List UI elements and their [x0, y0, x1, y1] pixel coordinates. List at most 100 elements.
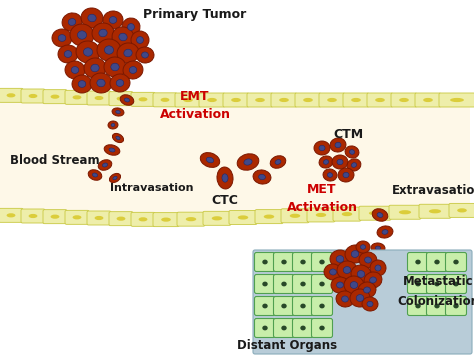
Ellipse shape	[357, 271, 365, 277]
Ellipse shape	[434, 304, 440, 308]
Ellipse shape	[212, 216, 222, 220]
Ellipse shape	[88, 14, 96, 22]
Ellipse shape	[117, 43, 139, 63]
FancyBboxPatch shape	[295, 93, 321, 107]
FancyBboxPatch shape	[311, 274, 332, 294]
Ellipse shape	[58, 45, 78, 63]
Ellipse shape	[301, 282, 306, 286]
Ellipse shape	[117, 217, 126, 221]
Text: CTM: CTM	[333, 129, 363, 142]
Text: MET: MET	[307, 183, 337, 196]
Ellipse shape	[262, 304, 268, 308]
FancyBboxPatch shape	[427, 274, 447, 294]
FancyBboxPatch shape	[419, 204, 451, 218]
Ellipse shape	[364, 272, 382, 288]
FancyBboxPatch shape	[109, 92, 133, 106]
Ellipse shape	[98, 160, 112, 170]
Text: CTC: CTC	[211, 193, 238, 207]
FancyBboxPatch shape	[203, 211, 231, 225]
Ellipse shape	[434, 282, 440, 286]
Ellipse shape	[102, 163, 108, 167]
Ellipse shape	[112, 27, 134, 47]
Ellipse shape	[111, 63, 119, 71]
Ellipse shape	[207, 98, 217, 102]
Ellipse shape	[90, 73, 112, 93]
Ellipse shape	[255, 98, 265, 102]
FancyBboxPatch shape	[292, 296, 313, 316]
Ellipse shape	[337, 159, 343, 165]
Ellipse shape	[281, 304, 287, 308]
Ellipse shape	[112, 108, 124, 116]
Ellipse shape	[81, 8, 103, 28]
Ellipse shape	[377, 213, 383, 217]
FancyBboxPatch shape	[333, 207, 361, 221]
Ellipse shape	[323, 169, 337, 181]
Ellipse shape	[332, 155, 348, 169]
FancyBboxPatch shape	[292, 318, 313, 338]
Ellipse shape	[369, 211, 381, 215]
FancyBboxPatch shape	[449, 203, 474, 217]
Ellipse shape	[301, 326, 306, 331]
Ellipse shape	[138, 97, 147, 102]
FancyBboxPatch shape	[446, 296, 466, 316]
Ellipse shape	[375, 98, 385, 102]
Ellipse shape	[330, 138, 346, 152]
Ellipse shape	[301, 260, 306, 264]
FancyBboxPatch shape	[131, 92, 155, 106]
FancyBboxPatch shape	[292, 274, 313, 294]
Ellipse shape	[377, 226, 393, 238]
Ellipse shape	[453, 282, 459, 286]
FancyBboxPatch shape	[255, 210, 283, 224]
Ellipse shape	[137, 37, 144, 43]
Ellipse shape	[264, 214, 274, 219]
FancyBboxPatch shape	[307, 208, 335, 222]
FancyBboxPatch shape	[43, 210, 67, 224]
Ellipse shape	[111, 124, 115, 126]
FancyBboxPatch shape	[408, 274, 428, 294]
FancyBboxPatch shape	[87, 211, 111, 225]
Ellipse shape	[51, 214, 59, 219]
Ellipse shape	[358, 282, 376, 298]
Ellipse shape	[92, 173, 98, 177]
Ellipse shape	[371, 243, 385, 253]
FancyBboxPatch shape	[0, 88, 23, 102]
FancyBboxPatch shape	[65, 90, 89, 104]
Ellipse shape	[116, 110, 120, 114]
FancyBboxPatch shape	[273, 274, 294, 294]
Ellipse shape	[343, 172, 349, 178]
Ellipse shape	[253, 170, 271, 184]
Ellipse shape	[281, 282, 287, 286]
FancyBboxPatch shape	[273, 318, 294, 338]
Ellipse shape	[330, 250, 350, 268]
Ellipse shape	[359, 252, 377, 268]
FancyBboxPatch shape	[427, 296, 447, 316]
Ellipse shape	[329, 269, 337, 275]
Ellipse shape	[350, 289, 370, 307]
Ellipse shape	[217, 167, 233, 189]
Ellipse shape	[342, 212, 352, 216]
FancyBboxPatch shape	[247, 93, 273, 107]
Ellipse shape	[104, 46, 114, 54]
FancyBboxPatch shape	[408, 296, 428, 316]
Ellipse shape	[142, 52, 148, 58]
Ellipse shape	[350, 282, 358, 288]
Ellipse shape	[319, 156, 333, 168]
Ellipse shape	[129, 67, 137, 73]
Ellipse shape	[262, 326, 268, 331]
Ellipse shape	[290, 214, 300, 218]
FancyBboxPatch shape	[415, 93, 441, 107]
Ellipse shape	[119, 33, 127, 41]
FancyBboxPatch shape	[131, 212, 155, 226]
Ellipse shape	[370, 277, 376, 283]
Text: Distant Organs: Distant Organs	[237, 339, 337, 351]
Ellipse shape	[344, 276, 364, 294]
FancyBboxPatch shape	[177, 212, 205, 226]
Ellipse shape	[136, 47, 154, 63]
Ellipse shape	[109, 173, 120, 182]
Ellipse shape	[117, 97, 126, 101]
Ellipse shape	[68, 18, 76, 26]
Ellipse shape	[356, 241, 370, 253]
Ellipse shape	[97, 79, 105, 87]
Ellipse shape	[28, 214, 37, 218]
Ellipse shape	[336, 256, 344, 262]
